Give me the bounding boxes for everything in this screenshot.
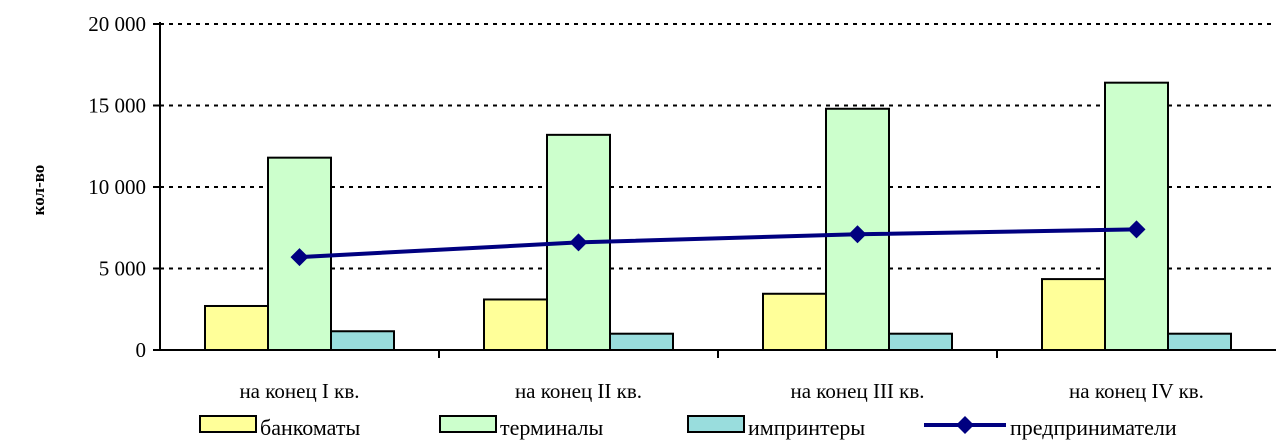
x-category-label: на конец III кв. (790, 379, 924, 403)
legend-swatch (687, 415, 745, 433)
bar (1041, 278, 1106, 351)
bar (204, 304, 269, 351)
legend-label: импринтеры (748, 415, 865, 440)
legend-label: предприниматели (1010, 415, 1177, 440)
y-tick-label: 20 000 (88, 12, 146, 36)
bar (1167, 332, 1232, 352)
legend-marker (956, 416, 974, 434)
line-path (299, 227, 1137, 260)
line-marker (290, 248, 309, 267)
bars-group (204, 81, 1232, 352)
line-series (290, 220, 1146, 267)
axes (153, 22, 1276, 358)
y-tick-label: 10 000 (88, 175, 146, 199)
bar (1104, 81, 1169, 352)
legend-label: банкоматы (260, 415, 360, 440)
legend-swatch (439, 415, 497, 433)
y-axis-label: кол-во (29, 165, 48, 216)
bar (483, 298, 548, 351)
grid-lines (160, 23, 1276, 270)
legend-label: терминалы (500, 415, 603, 440)
y-tick-label: 0 (136, 338, 147, 362)
line-marker (848, 225, 867, 244)
legend-swatch (199, 415, 257, 433)
bar (888, 332, 953, 352)
y-tick-label: 5 000 (99, 257, 146, 281)
bar (609, 332, 674, 352)
x-category-labels: на конец I кв. на конец II кв. на конец II… (239, 379, 1204, 403)
y-tick-label: 15 000 (88, 94, 146, 118)
line-marker (1127, 220, 1146, 239)
line-marker (569, 233, 588, 252)
y-tick-labels: 0 5 000 10 000 15 000 20 000 (88, 12, 146, 362)
bar (762, 292, 827, 352)
x-category-label: на конец I кв. (239, 379, 359, 403)
bar (330, 330, 395, 352)
x-category-label: на конец IV кв. (1069, 379, 1204, 403)
x-category-label: на конец II кв. (515, 379, 642, 403)
legend: банкоматы терминалы импринтеры предпринимат… (199, 415, 1177, 440)
